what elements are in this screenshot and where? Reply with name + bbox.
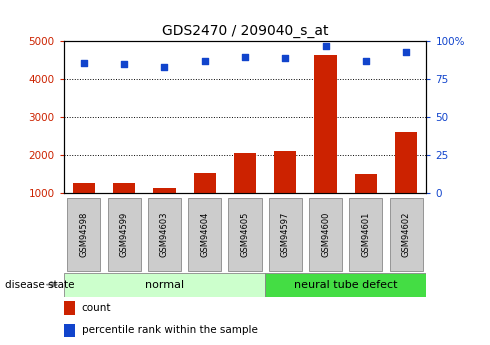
Bar: [194, 174, 216, 193]
Point: [201, 58, 209, 64]
FancyBboxPatch shape: [67, 198, 100, 271]
Bar: [274, 151, 296, 193]
Text: GSM94600: GSM94600: [321, 212, 330, 257]
Bar: [73, 183, 95, 193]
Text: neural tube defect: neural tube defect: [294, 280, 397, 289]
Bar: [395, 132, 417, 193]
FancyBboxPatch shape: [309, 198, 342, 271]
FancyBboxPatch shape: [148, 198, 181, 271]
Text: GSM94597: GSM94597: [281, 212, 290, 257]
Title: GDS2470 / 209040_s_at: GDS2470 / 209040_s_at: [162, 23, 328, 38]
Bar: [64, 301, 74, 315]
Text: GSM94601: GSM94601: [361, 212, 370, 257]
Point: [281, 55, 289, 61]
Text: GSM94602: GSM94602: [402, 212, 411, 257]
FancyBboxPatch shape: [108, 198, 141, 271]
Text: percentile rank within the sample: percentile rank within the sample: [82, 325, 258, 335]
Bar: [153, 188, 175, 193]
Point: [161, 65, 169, 70]
Bar: [355, 174, 377, 193]
Text: GSM94598: GSM94598: [79, 212, 88, 257]
FancyBboxPatch shape: [228, 198, 262, 271]
Text: GSM94603: GSM94603: [160, 212, 169, 257]
Bar: [315, 55, 337, 193]
Text: GSM94605: GSM94605: [241, 212, 249, 257]
Text: normal: normal: [145, 280, 184, 289]
Point: [362, 58, 370, 64]
Text: GSM94599: GSM94599: [120, 212, 129, 257]
Point: [241, 54, 249, 59]
FancyBboxPatch shape: [64, 273, 265, 297]
Point: [80, 60, 88, 66]
FancyBboxPatch shape: [188, 198, 221, 271]
FancyBboxPatch shape: [390, 198, 423, 271]
Bar: [64, 324, 74, 337]
Point: [321, 43, 329, 49]
Point: [120, 61, 128, 67]
FancyBboxPatch shape: [269, 198, 302, 271]
Bar: [113, 183, 135, 193]
Text: count: count: [82, 303, 111, 313]
Bar: [234, 153, 256, 193]
Text: GSM94604: GSM94604: [200, 212, 209, 257]
Point: [402, 49, 410, 55]
FancyBboxPatch shape: [349, 198, 382, 271]
FancyBboxPatch shape: [265, 273, 426, 297]
Text: disease state: disease state: [5, 280, 74, 289]
